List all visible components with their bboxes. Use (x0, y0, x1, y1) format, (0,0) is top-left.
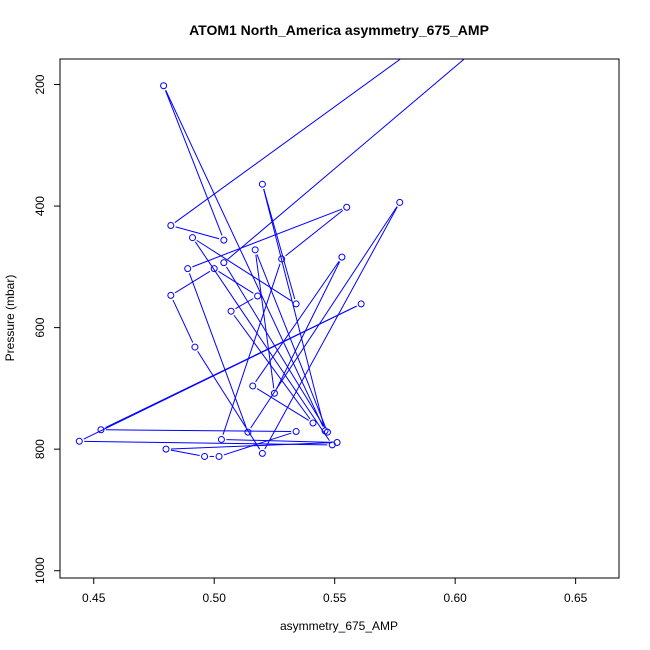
data-point (244, 428, 252, 436)
x-axis-label: asymmetry_675_AMP (280, 619, 398, 633)
data-point (254, 292, 262, 300)
data-point (292, 300, 300, 308)
data-point (75, 437, 83, 445)
series-segment (226, 266, 326, 429)
series-segment (264, 206, 398, 450)
data-point (210, 265, 218, 273)
series-segment (192, 208, 343, 268)
series-segment (165, 90, 324, 427)
data-point (184, 265, 192, 273)
data-point (191, 343, 199, 351)
series-segment (255, 260, 340, 383)
series-segment (223, 432, 292, 456)
data-point (278, 255, 286, 263)
data-point (258, 449, 266, 457)
series-segment (227, 59, 466, 260)
data-point (201, 452, 209, 460)
series-segment (197, 351, 261, 450)
data-point (357, 300, 365, 308)
series-segment (256, 388, 309, 421)
data-point (343, 203, 351, 211)
data-point (270, 389, 278, 397)
data-point (249, 382, 257, 390)
data-point (258, 180, 266, 188)
data-point (215, 452, 223, 460)
series-segment (170, 449, 200, 457)
data-point (160, 82, 168, 90)
y-axis-label: Pressure (mbar) (3, 275, 17, 362)
series-segment (175, 226, 220, 240)
y-axis: 200 400 600 800 1000 (33, 74, 61, 584)
data-point (251, 246, 259, 254)
chart-title: ATOM1 North_America asymmetry_675_AMP (189, 22, 489, 38)
series-segment (172, 299, 194, 343)
series-segment (105, 429, 292, 432)
series-segment (174, 59, 402, 223)
series-segment (188, 273, 247, 428)
series-segment (285, 210, 344, 257)
series-segment (233, 314, 311, 420)
y-tick-label: 200 (33, 74, 47, 94)
series-segment (255, 254, 275, 389)
data-point (167, 222, 175, 230)
series-segment (263, 188, 296, 300)
y-tick-label: 800 (33, 439, 47, 459)
series-segment (276, 261, 341, 389)
data-point (323, 428, 331, 436)
data-point (396, 198, 404, 206)
x-tick-label: 0.45 (82, 591, 106, 605)
data-point (167, 291, 175, 299)
data-point (309, 419, 317, 427)
series-segment (235, 298, 254, 310)
series-segment (256, 254, 327, 428)
series-segment (250, 206, 398, 429)
data-point (292, 428, 300, 436)
x-tick-label: 0.65 (564, 591, 588, 605)
series-segment (164, 90, 223, 236)
data-point (220, 259, 228, 267)
x-tick-label: 0.50 (203, 591, 227, 605)
data-point (227, 307, 235, 315)
y-tick-label: 1000 (33, 557, 47, 584)
data-point (338, 253, 346, 261)
x-tick-label: 0.60 (443, 591, 467, 605)
data-point (220, 236, 228, 244)
series-segment (194, 241, 330, 442)
series-segment (196, 239, 293, 302)
series-segment (174, 270, 211, 294)
data-point (333, 438, 341, 446)
data-series (75, 59, 466, 460)
data-point (217, 435, 225, 443)
y-tick-label: 400 (33, 196, 47, 216)
data-point (97, 426, 105, 434)
x-tick-label: 0.55 (323, 591, 347, 605)
series-segment (226, 439, 333, 443)
data-point (189, 234, 197, 242)
series-segment (105, 305, 357, 428)
data-point (162, 445, 170, 453)
series-segment (263, 188, 325, 427)
x-axis: 0.45 0.50 0.55 0.60 0.65 (82, 577, 588, 605)
y-tick-label: 600 (33, 317, 47, 337)
series-segment (170, 442, 333, 450)
